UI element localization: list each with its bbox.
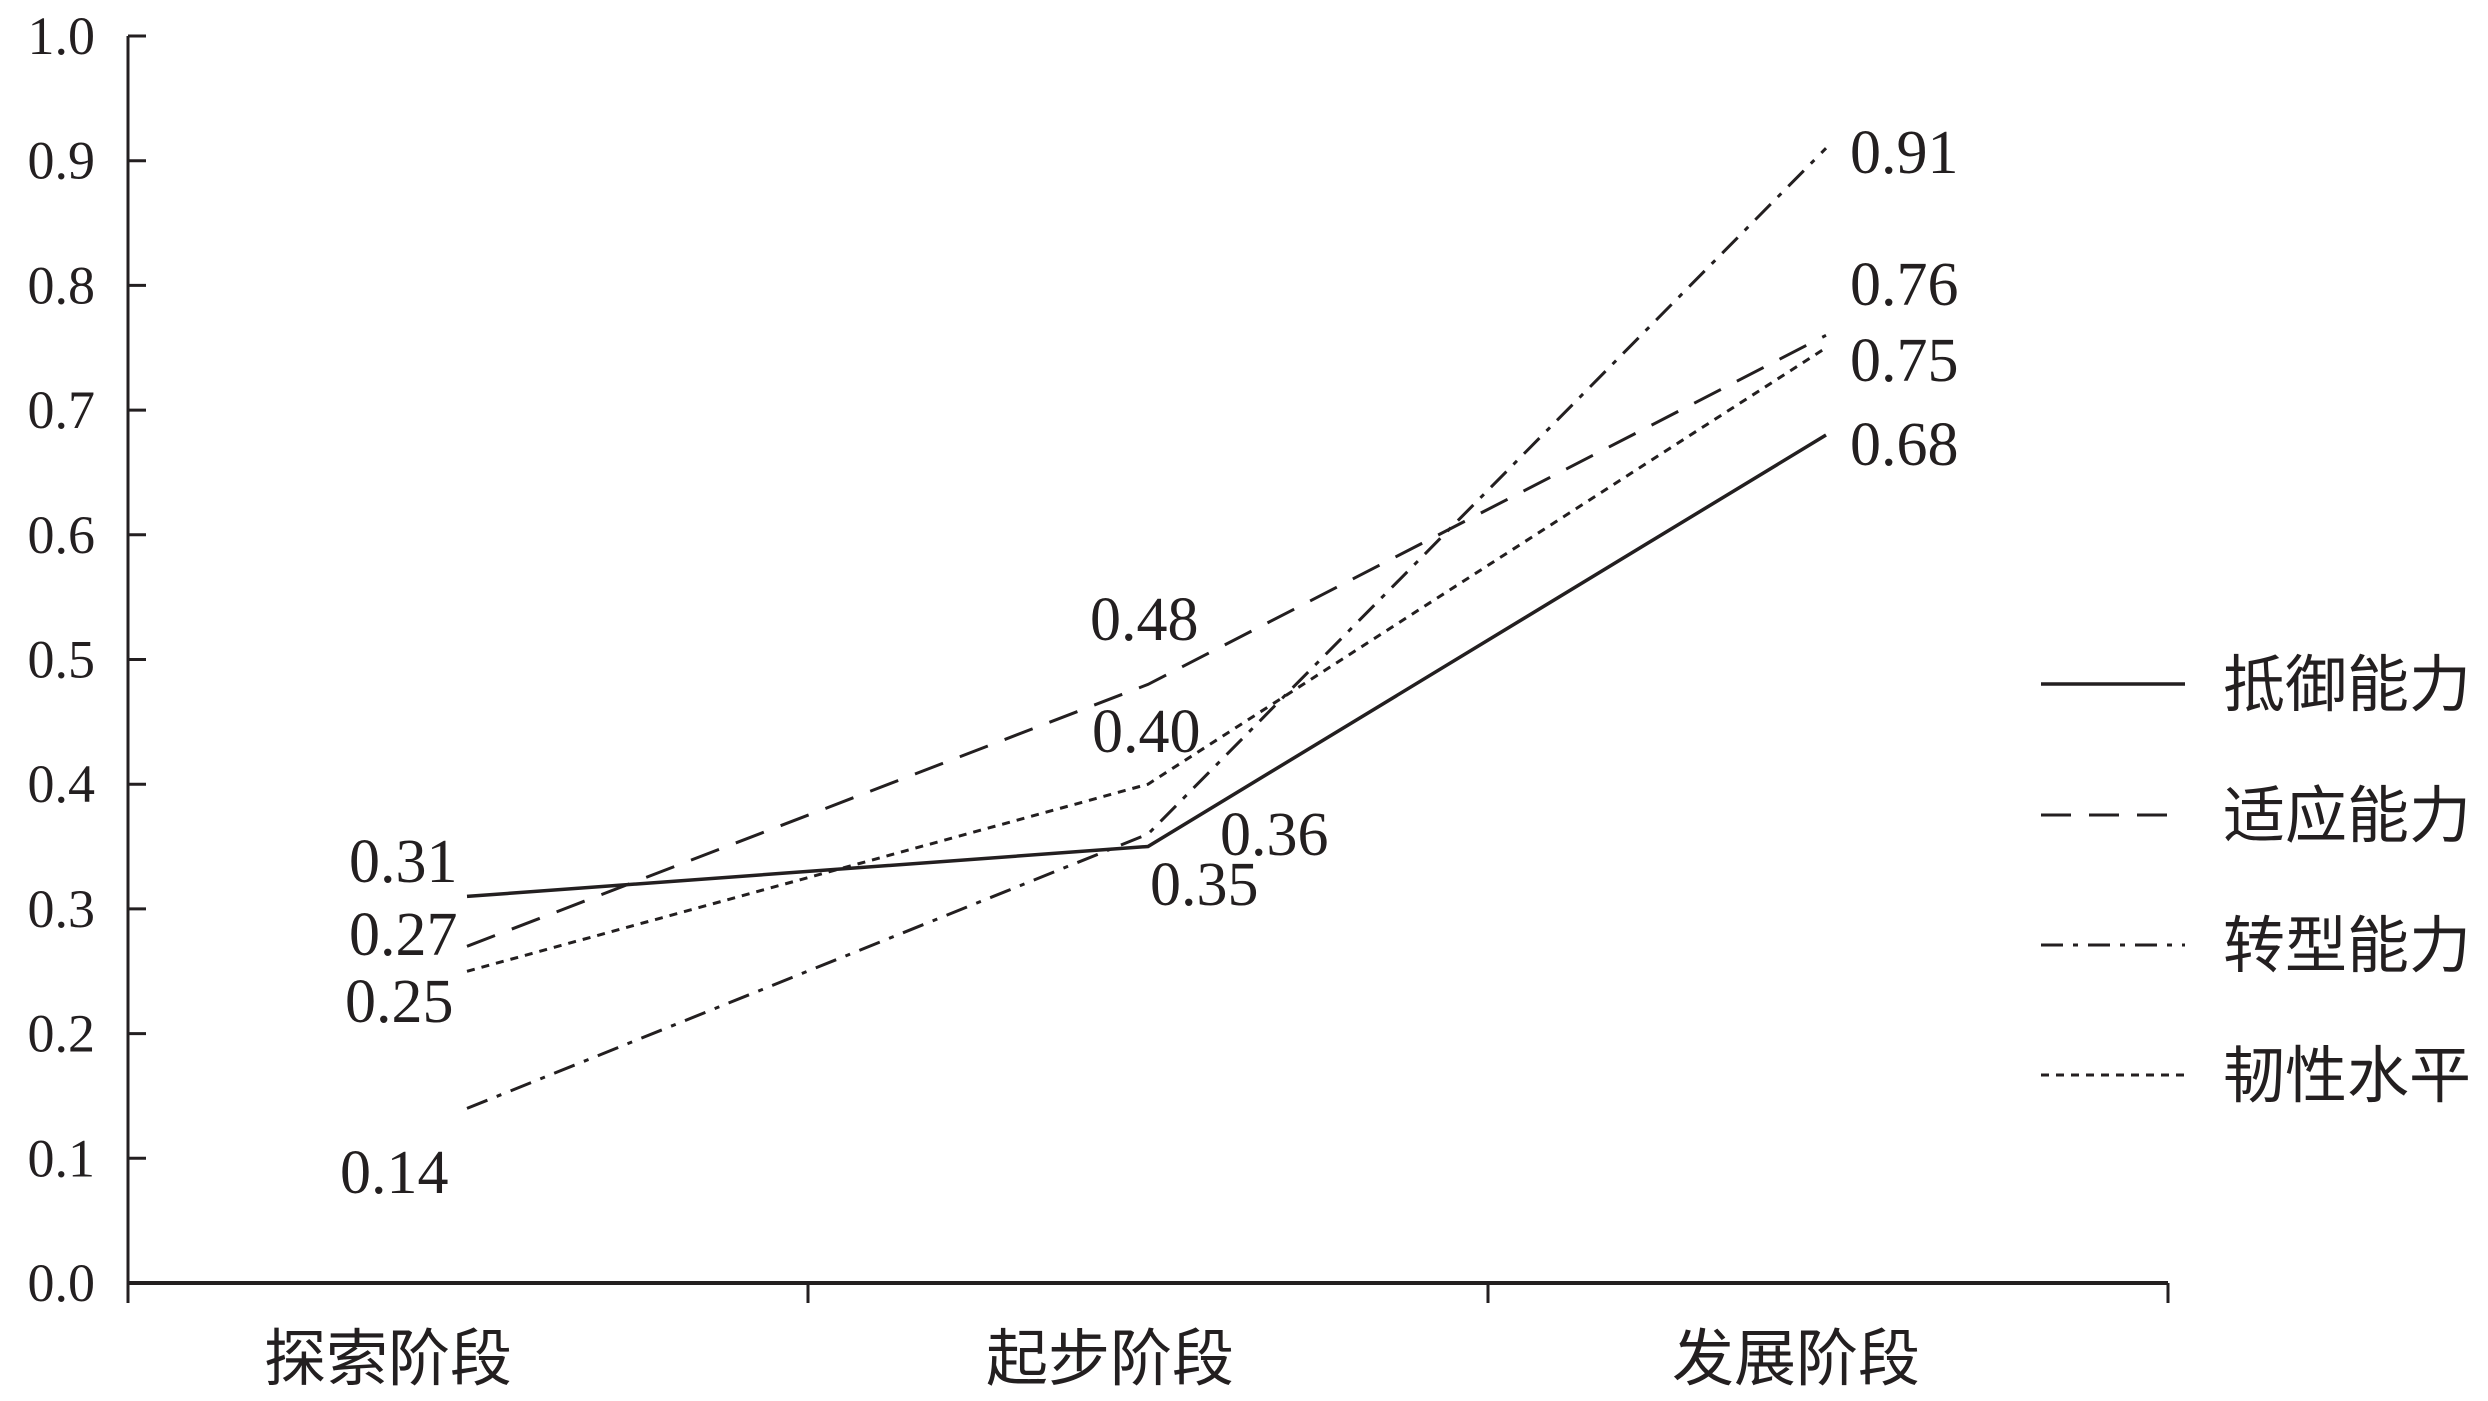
y-tick-label: 0.0 bbox=[28, 1253, 96, 1313]
series-line-4 bbox=[466, 346, 1827, 973]
y-tick-label: 0.9 bbox=[28, 131, 96, 191]
y-tick-label: 0.8 bbox=[28, 255, 96, 315]
data-label: 0.48 bbox=[1090, 586, 1199, 654]
data-label: 0.75 bbox=[1850, 327, 1959, 395]
x-tick-label: 探索阶段 bbox=[264, 1322, 512, 1395]
data-label: 0.14 bbox=[340, 1139, 449, 1207]
data-label: 0.31 bbox=[349, 828, 458, 896]
legend-label: 转型能力 bbox=[2223, 909, 2471, 982]
y-tick-label: 0.6 bbox=[28, 505, 96, 565]
legend-label: 韧性水平 bbox=[2223, 1039, 2471, 1112]
y-tick-label: 0.3 bbox=[28, 879, 96, 939]
y-tick-label: 0.1 bbox=[28, 1128, 96, 1188]
data-label: 0.27 bbox=[349, 901, 458, 969]
legend-label: 适应能力 bbox=[2223, 779, 2471, 852]
data-label: 0.91 bbox=[1850, 119, 1959, 187]
legend-label: 抵御能力 bbox=[2223, 648, 2471, 721]
x-tick-label: 起步阶段 bbox=[986, 1322, 1234, 1395]
y-tick-label: 0.5 bbox=[28, 630, 96, 690]
data-label: 0.25 bbox=[345, 968, 454, 1036]
y-tick-label: 1.0 bbox=[28, 6, 96, 66]
y-tick-label: 0.2 bbox=[28, 1004, 96, 1064]
data-label: 0.36 bbox=[1220, 801, 1329, 869]
data-label: 0.68 bbox=[1850, 411, 1959, 479]
series-line-2 bbox=[466, 333, 1827, 948]
x-tick-label: 发展阶段 bbox=[1672, 1322, 1920, 1395]
data-label: 0.35 bbox=[1150, 851, 1259, 919]
data-label: 0.40 bbox=[1092, 698, 1201, 766]
y-tick-label: 0.7 bbox=[28, 380, 96, 440]
y-tick-label: 0.4 bbox=[28, 754, 96, 814]
series-line-1 bbox=[466, 433, 1827, 899]
data-label: 0.76 bbox=[1850, 251, 1959, 319]
series-line-3 bbox=[466, 147, 1828, 1110]
